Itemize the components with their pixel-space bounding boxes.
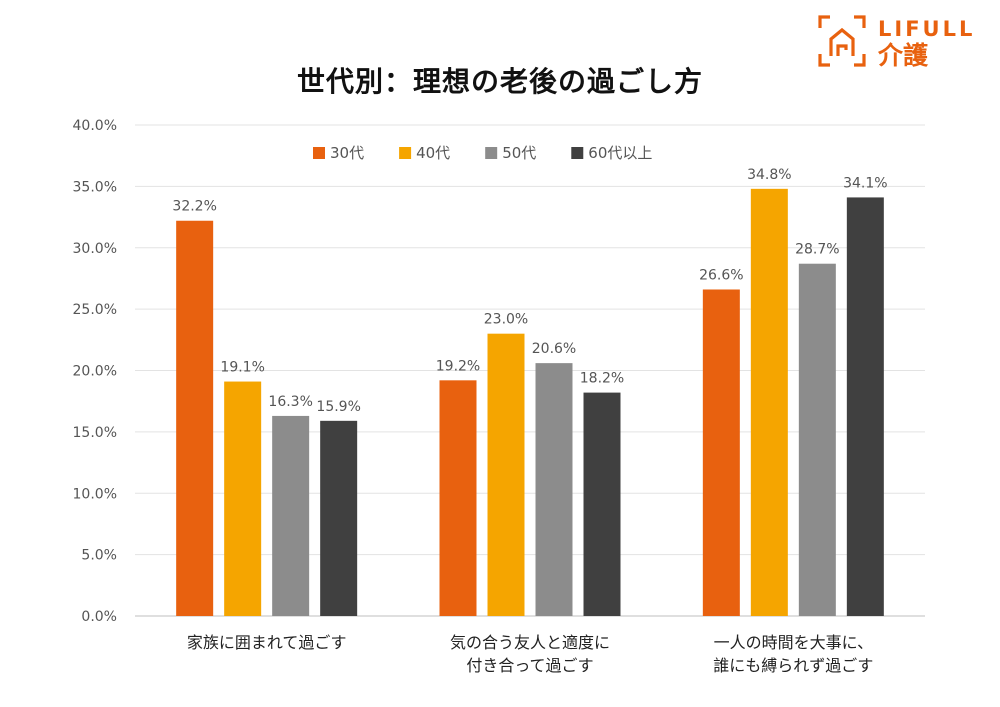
- data-label: 32.2%: [172, 199, 216, 215]
- data-label: 19.2%: [436, 358, 480, 374]
- data-label: 28.7%: [795, 242, 839, 258]
- bar: [439, 380, 477, 616]
- chart-title: 世代別：理想の老後の過ごし方: [296, 65, 703, 98]
- bar: [176, 220, 214, 616]
- data-label: 16.3%: [268, 394, 312, 410]
- bar: [535, 363, 573, 616]
- x-tick-label: 付き合って過ごす: [466, 656, 593, 675]
- bar: [798, 263, 836, 616]
- data-label: 15.9%: [316, 399, 360, 415]
- data-label: 23.0%: [484, 312, 528, 328]
- data-label: 18.2%: [580, 371, 624, 387]
- legend-label: 50代: [502, 144, 536, 162]
- lifull-kaigo-logo: LIFULL 介護: [818, 15, 975, 70]
- legend-swatch: [313, 147, 325, 159]
- y-tick-label: 15.0%: [73, 425, 117, 441]
- y-tick-label: 10.0%: [73, 486, 117, 502]
- house-icon: [818, 15, 866, 67]
- y-tick-label: 5.0%: [81, 548, 117, 564]
- logo-sub-text: 介護: [877, 41, 929, 70]
- legend-swatch: [571, 147, 584, 159]
- legend-label: 30代: [330, 144, 364, 162]
- data-label: 26.6%: [699, 267, 743, 283]
- y-tick-label: 25.0%: [73, 302, 117, 318]
- y-tick-label: 40.0%: [73, 118, 117, 134]
- x-tick-label: 一人の時間を大事に、: [714, 633, 874, 652]
- legend-swatch: [485, 147, 498, 159]
- bar: [846, 197, 884, 617]
- bar: [320, 420, 358, 616]
- bar: [487, 333, 525, 616]
- data-label: 34.8%: [747, 167, 791, 183]
- x-tick-label: 誰にも縛られず過ごす: [713, 656, 873, 675]
- y-tick-label: 20.0%: [73, 364, 117, 380]
- legend-label: 60代以上: [588, 144, 652, 162]
- data-label: 34.1%: [843, 175, 887, 191]
- bar: [272, 415, 310, 616]
- logo-brand-text: LIFULL: [878, 17, 975, 41]
- bar: [583, 392, 621, 616]
- y-tick-label: 35.0%: [73, 179, 117, 195]
- y-tick-label: 30.0%: [73, 241, 117, 257]
- data-label: 19.1%: [220, 360, 264, 376]
- x-tick-label: 家族に囲まれて過ごす: [187, 633, 347, 652]
- bar: [224, 381, 262, 616]
- legend-label: 40代: [416, 144, 450, 162]
- data-label: 20.6%: [532, 341, 576, 357]
- y-tick-label: 0.0%: [81, 609, 117, 625]
- bar: [702, 289, 740, 616]
- x-tick-label: 気の合う友人と適度に: [450, 633, 610, 652]
- legend-swatch: [399, 147, 412, 159]
- bar: [750, 188, 788, 616]
